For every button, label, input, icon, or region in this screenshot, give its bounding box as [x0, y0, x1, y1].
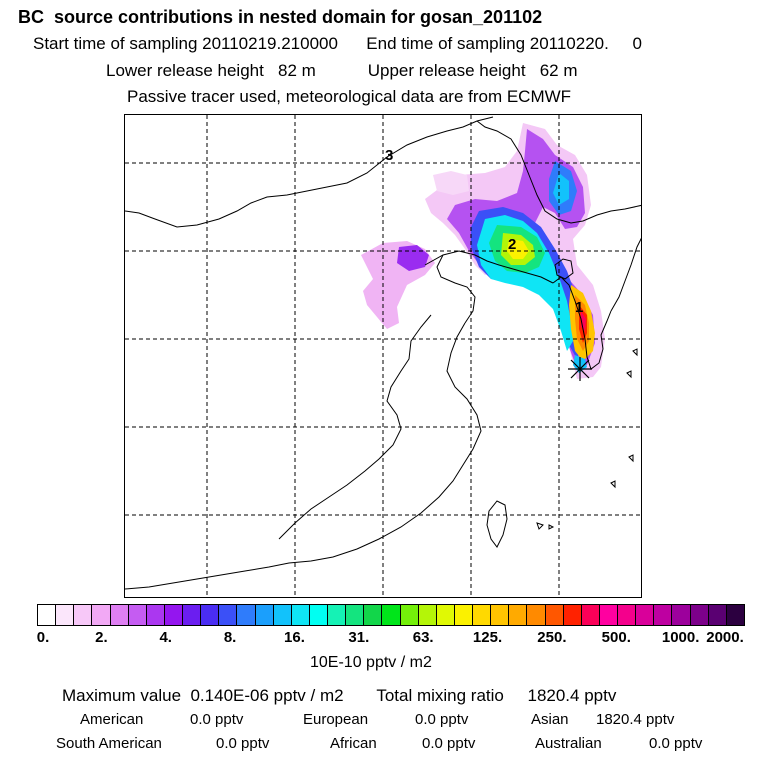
region-name-african: African — [330, 735, 377, 752]
colorbar-swatch — [74, 605, 93, 625]
colorbar-tick-label: 4. — [159, 629, 172, 646]
colorbar-swatch — [563, 605, 582, 625]
colorbar-swatch — [400, 605, 419, 625]
colorbar-tick-label: 31. — [348, 629, 370, 646]
colorbar-unit: 10E-10 pptv / m2 — [310, 654, 432, 671]
marker-3-label: 3 — [385, 147, 393, 164]
colorbar-swatch — [56, 605, 75, 625]
tracer-info-line: Passive tracer used, meteorological data… — [127, 87, 572, 106]
colorbar-tick-label: 250. — [537, 629, 567, 646]
colorbar-swatch — [183, 605, 202, 625]
colorbar-tick-label: 125. — [472, 629, 503, 646]
colorbar-swatch — [473, 605, 492, 625]
map-title: BC source contributions in nested domain… — [18, 7, 543, 27]
region-name-american: American — [80, 711, 144, 728]
colorbar-tick-label: 0. — [36, 629, 50, 646]
source-contribution-map: 3 2 1 — [124, 114, 642, 598]
colorbar-swatch — [618, 605, 637, 625]
colorbar-swatch — [599, 605, 618, 625]
colorbar-tick-label: 8. — [223, 629, 237, 646]
colorbar-swatch — [273, 605, 292, 625]
region-name-asian: Asian — [531, 711, 569, 728]
colorbar-swatch — [690, 605, 709, 625]
colorbar-swatch — [581, 605, 600, 625]
colorbar-tick-label: 2000. — [706, 629, 744, 646]
region-name-european: European — [303, 711, 369, 728]
region-value-asian: 1820.4 pptv — [596, 711, 675, 728]
colorbar-swatch — [164, 605, 183, 625]
colorbar-tick-label: 63. — [412, 629, 434, 646]
colorbar-swatch — [201, 605, 220, 625]
region-value-australian: 0.0 pptv — [649, 735, 703, 752]
colorbar-swatch — [545, 605, 564, 625]
colorbar-swatch — [726, 605, 744, 625]
colorbar-tick-label: 16. — [284, 629, 305, 646]
region-value-south-american: 0.0 pptv — [216, 735, 270, 752]
colorbar-swatch — [708, 605, 727, 625]
colorbar-swatch — [291, 605, 310, 625]
colorbar-swatch — [672, 605, 691, 625]
colorbar-tick-label: 500. — [601, 629, 631, 646]
region-name-australian: Australian — [535, 735, 602, 752]
region-value-american: 0.0 pptv — [190, 711, 244, 728]
region-value-african: 0.0 pptv — [422, 735, 476, 752]
colorbar-swatch — [38, 605, 57, 625]
colorbar-swatch — [491, 605, 510, 625]
sampling-time-line: Start time of sampling 20110219.210000 E… — [33, 34, 642, 53]
colorbar-swatch — [128, 605, 147, 625]
colorbar-swatch — [382, 605, 401, 625]
colorbar-swatch — [509, 605, 528, 625]
contribution-plume — [361, 123, 605, 379]
colorbar-swatch — [92, 605, 111, 625]
colorbar-swatch — [364, 605, 383, 625]
colorbar-swatch — [219, 605, 238, 625]
colorbar-swatch — [328, 605, 347, 625]
colorbar-swatch — [436, 605, 455, 625]
colorbar-swatch — [309, 605, 328, 625]
colorbar-swatch — [636, 605, 655, 625]
colorbar-swatch — [110, 605, 129, 625]
colorbar-swatch — [346, 605, 365, 625]
colorbar-swatch — [146, 605, 165, 625]
receptor-star-marker — [568, 357, 592, 381]
colorbar-swatch — [237, 605, 256, 625]
colorbar-swatch — [418, 605, 437, 625]
coastlines — [125, 116, 641, 590]
release-height-line: Lower release height 82 m Upper release … — [106, 61, 578, 80]
colorbar-swatch — [255, 605, 274, 625]
colorbar-swatch — [654, 605, 673, 625]
max-value-line: Maximum value 0.140E-06 pptv / m2 Total … — [62, 686, 617, 705]
colorbar-tick-label: 1000. — [661, 629, 700, 646]
region-name-south-american: South American — [56, 735, 162, 752]
colorbar-swatch — [527, 605, 546, 625]
colorbar-swatch — [454, 605, 473, 625]
colorbar-tick-label: 2. — [95, 629, 108, 646]
marker-2-label: 2 — [508, 236, 516, 253]
map-canvas: 3 2 1 — [125, 115, 641, 597]
region-value-european: 0.0 pptv — [415, 711, 469, 728]
marker-1-label: 1 — [575, 299, 583, 316]
graticule — [125, 115, 641, 597]
colorbar — [37, 604, 745, 626]
